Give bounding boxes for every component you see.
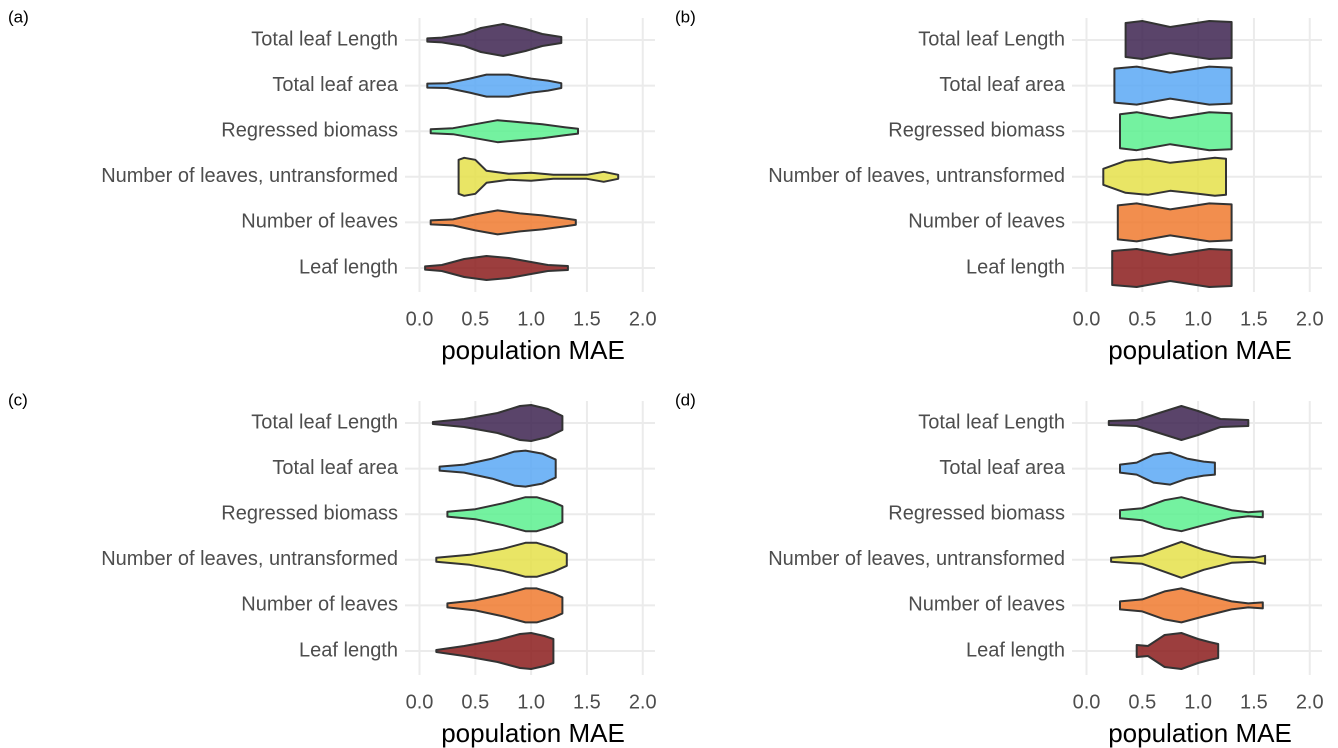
x-tick-label: 1.5	[1240, 691, 1268, 713]
violin	[1109, 406, 1249, 440]
y-tick-label: Number of leaves	[241, 594, 398, 616]
x-tick-label: 1.0	[1184, 308, 1212, 330]
x-tick-label: 0.5	[461, 691, 489, 713]
violin	[433, 405, 563, 441]
y-tick-label: Number of leaves, untransformed	[768, 165, 1065, 187]
y-tick-label: Regressed biomass	[888, 119, 1065, 141]
violin	[431, 120, 578, 142]
panel: (c) 0.0 0.5 1.0 1.5 2.0population MAE Total le…	[8, 390, 657, 747]
violin	[427, 75, 561, 97]
violin	[436, 543, 567, 577]
y-tick-label: Total leaf Length	[251, 28, 398, 50]
violin	[1126, 21, 1232, 59]
y-tick-label: Leaf length	[299, 639, 398, 661]
x-tick-label: 0.5	[461, 308, 489, 330]
x-axis-label: population MAE	[441, 335, 625, 365]
x-axis-label: population MAE	[1108, 718, 1292, 748]
x-tick-label: 0.0	[406, 308, 434, 330]
x-axis-label: population MAE	[1108, 335, 1292, 365]
violin	[1112, 249, 1231, 287]
y-tick-label: Total leaf Length	[918, 411, 1065, 433]
x-tick-label: 0.5	[1128, 691, 1156, 713]
violin	[440, 451, 556, 487]
x-tick-label: 0.0	[1073, 308, 1101, 330]
y-tick-label: Total leaf area	[272, 74, 399, 96]
y-tick-label: Regressed biomass	[221, 502, 398, 524]
x-tick-label: 1.5	[1240, 308, 1268, 330]
violin	[1137, 633, 1219, 669]
x-axis-label: population MAE	[441, 718, 625, 748]
violin	[1120, 112, 1232, 150]
y-tick-label: Number of leaves	[908, 594, 1065, 616]
panel: (a) 0.0 0.5 1.0 1.5 2.0population MAE Total le…	[8, 7, 657, 364]
panel: (d) 0.0 0.5 1.0 1.5 2.0population MAE Total le…	[675, 390, 1324, 747]
y-tick-label: Regressed biomass	[221, 119, 398, 141]
y-tick-label: Number of leaves	[908, 211, 1065, 233]
y-tick-label: Number of leaves, untransformed	[101, 548, 398, 570]
y-tick-label: Number of leaves	[241, 211, 398, 233]
x-tick-label: 1.0	[517, 308, 545, 330]
violin	[1120, 453, 1215, 485]
panel-label: (b)	[675, 7, 696, 26]
panel-label: (c)	[8, 390, 28, 409]
violin	[425, 256, 568, 280]
violin	[447, 497, 562, 531]
violin	[447, 588, 562, 622]
y-tick-label: Total leaf Length	[918, 28, 1065, 50]
y-tick-label: Leaf length	[966, 256, 1065, 278]
x-tick-label: 2.0	[629, 308, 657, 330]
violin	[427, 24, 561, 56]
y-tick-label: Total leaf Length	[251, 411, 398, 433]
panel-label: (a)	[8, 7, 29, 26]
y-tick-label: Number of leaves, untransformed	[101, 165, 398, 187]
x-tick-label: 1.5	[573, 308, 601, 330]
y-tick-label: Total leaf area	[939, 457, 1066, 479]
y-tick-label: Leaf length	[966, 639, 1065, 661]
y-tick-label: Total leaf area	[939, 74, 1066, 96]
x-tick-label: 0.5	[1128, 308, 1156, 330]
y-tick-label: Leaf length	[299, 256, 398, 278]
y-tick-label: Regressed biomass	[888, 502, 1065, 524]
x-tick-label: 2.0	[1296, 308, 1324, 330]
violin	[459, 158, 619, 196]
x-tick-label: 1.5	[573, 691, 601, 713]
violin	[1114, 67, 1231, 105]
panel-label: (d)	[675, 390, 696, 409]
x-tick-label: 1.0	[517, 691, 545, 713]
x-tick-label: 0.0	[1073, 691, 1101, 713]
x-tick-label: 1.0	[1184, 691, 1212, 713]
violin	[1118, 203, 1232, 241]
panel: (b) 0.0 0.5 1.0 1.5 2.0population MAE Total le…	[675, 7, 1324, 364]
y-tick-label: Total leaf area	[272, 457, 399, 479]
y-tick-label: Number of leaves, untransformed	[768, 548, 1065, 570]
x-tick-label: 2.0	[1296, 691, 1324, 713]
violin	[1103, 158, 1226, 196]
violin	[1111, 542, 1265, 578]
x-tick-label: 2.0	[629, 691, 657, 713]
violin	[431, 210, 576, 234]
x-tick-label: 0.0	[406, 691, 434, 713]
violin	[436, 633, 553, 669]
